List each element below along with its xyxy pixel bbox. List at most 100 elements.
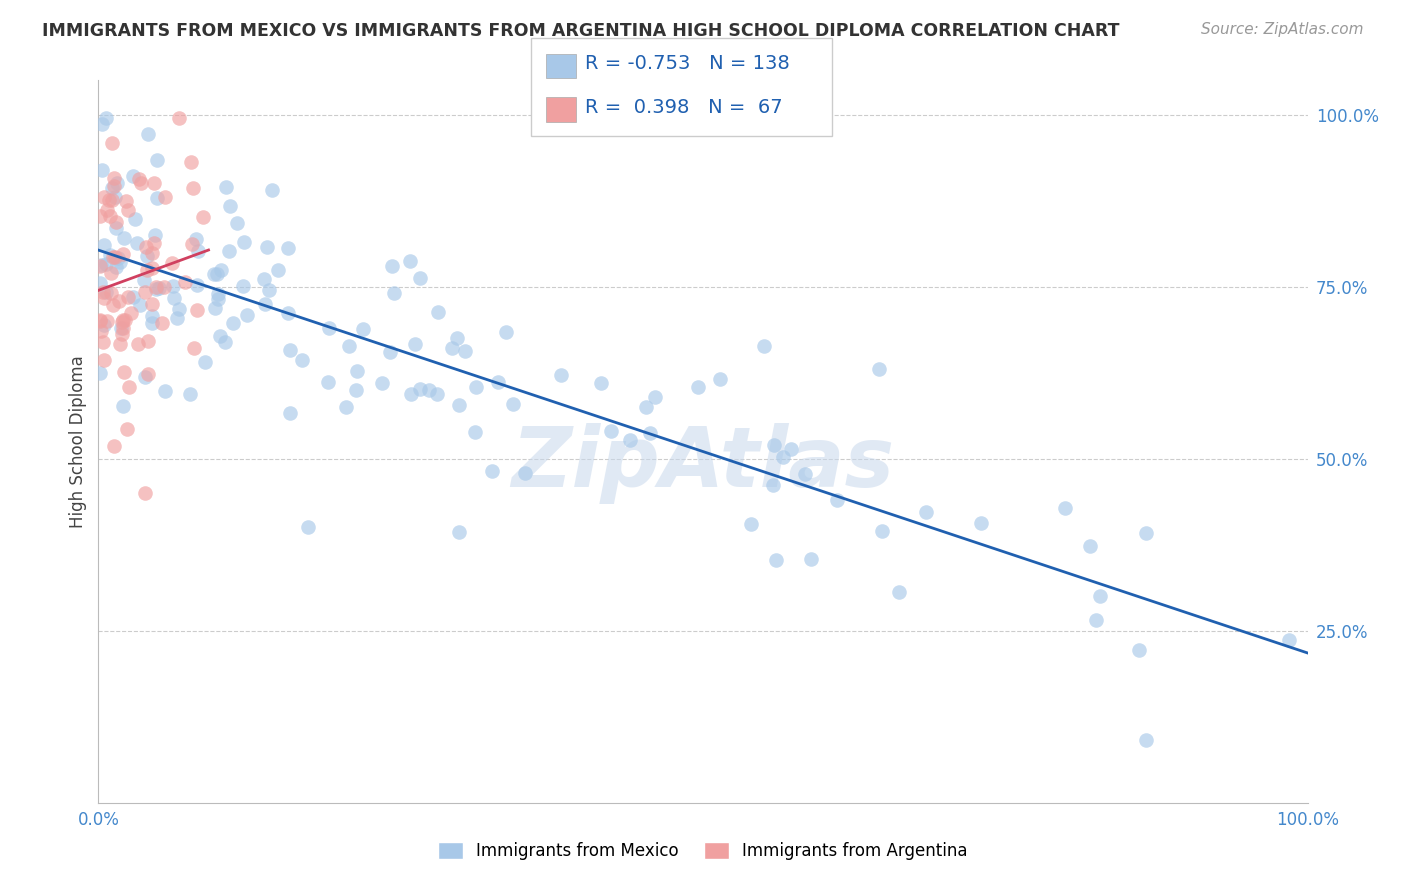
Point bbox=[337, 339, 360, 353]
Point bbox=[90, 324, 112, 338]
Point bbox=[153, 189, 176, 203]
Point bbox=[634, 400, 657, 414]
Point bbox=[94, 257, 117, 271]
Point bbox=[378, 345, 401, 359]
Point bbox=[209, 263, 232, 277]
Point bbox=[108, 294, 131, 309]
Point bbox=[141, 316, 163, 330]
Point bbox=[93, 189, 115, 203]
Point bbox=[132, 273, 155, 287]
Point bbox=[100, 286, 122, 301]
Point bbox=[143, 227, 166, 242]
Point bbox=[233, 235, 256, 250]
Point bbox=[90, 117, 112, 131]
Point bbox=[98, 210, 121, 224]
Point bbox=[1080, 540, 1102, 554]
Point bbox=[105, 215, 128, 229]
Point bbox=[89, 209, 111, 223]
Point bbox=[277, 306, 299, 320]
Point bbox=[204, 267, 226, 281]
Point bbox=[454, 343, 477, 358]
Point bbox=[225, 216, 247, 230]
Point bbox=[141, 260, 163, 275]
Point bbox=[780, 442, 803, 456]
Point bbox=[145, 283, 167, 297]
Point bbox=[112, 247, 135, 261]
Point bbox=[111, 315, 134, 329]
Point bbox=[115, 194, 138, 209]
Point bbox=[418, 383, 440, 397]
Point bbox=[96, 314, 118, 328]
Point bbox=[1088, 589, 1111, 603]
Point bbox=[502, 397, 524, 411]
Point bbox=[103, 438, 125, 452]
Point bbox=[800, 552, 823, 566]
Point bbox=[752, 339, 775, 353]
Point bbox=[262, 183, 284, 197]
Point bbox=[121, 169, 143, 183]
Point bbox=[120, 305, 142, 319]
Point bbox=[150, 316, 173, 330]
Point bbox=[591, 376, 613, 390]
Point bbox=[550, 368, 572, 383]
Point bbox=[186, 302, 208, 317]
Point bbox=[1135, 526, 1157, 541]
Point bbox=[89, 259, 111, 273]
Point bbox=[970, 516, 993, 530]
Point bbox=[599, 424, 621, 438]
Point bbox=[104, 260, 127, 274]
Point bbox=[481, 464, 503, 478]
Point bbox=[101, 251, 124, 265]
Point bbox=[278, 406, 301, 420]
Point bbox=[115, 422, 138, 436]
Point bbox=[644, 390, 666, 404]
Point bbox=[169, 302, 191, 317]
Point bbox=[207, 286, 229, 301]
Point bbox=[352, 322, 374, 336]
Point bbox=[112, 313, 135, 327]
Point bbox=[112, 365, 135, 379]
Point bbox=[93, 352, 115, 367]
Point bbox=[135, 240, 157, 254]
Point bbox=[426, 304, 449, 318]
Point bbox=[141, 309, 163, 323]
Point bbox=[89, 313, 111, 327]
Point bbox=[205, 268, 228, 282]
Point bbox=[266, 263, 288, 277]
Point bbox=[103, 178, 125, 193]
Point bbox=[98, 248, 121, 262]
Point bbox=[89, 314, 111, 328]
Point bbox=[344, 383, 367, 397]
Point bbox=[136, 262, 159, 277]
Point bbox=[141, 245, 163, 260]
Point bbox=[100, 266, 122, 280]
Point bbox=[110, 321, 132, 335]
Point bbox=[209, 329, 232, 343]
Point bbox=[186, 232, 208, 246]
Point bbox=[1054, 500, 1077, 515]
Point bbox=[148, 281, 170, 295]
Point bbox=[134, 370, 156, 384]
Point bbox=[409, 271, 432, 285]
Point bbox=[253, 271, 276, 285]
Point bbox=[105, 176, 128, 190]
Point bbox=[688, 380, 710, 394]
Point bbox=[127, 337, 149, 351]
Point bbox=[89, 366, 111, 380]
Point bbox=[117, 202, 139, 217]
Point bbox=[370, 376, 392, 390]
Point bbox=[254, 296, 277, 310]
Point bbox=[187, 244, 209, 259]
Point bbox=[136, 249, 159, 263]
Point bbox=[186, 277, 208, 292]
Point bbox=[112, 231, 135, 245]
Point bbox=[93, 238, 115, 252]
Point bbox=[143, 176, 166, 190]
Point bbox=[179, 386, 201, 401]
Text: R =  0.398   N =  67: R = 0.398 N = 67 bbox=[585, 97, 783, 117]
Point bbox=[125, 235, 148, 250]
Text: Source: ZipAtlas.com: Source: ZipAtlas.com bbox=[1201, 22, 1364, 37]
Point bbox=[868, 362, 890, 376]
Point bbox=[194, 354, 217, 368]
Point bbox=[404, 337, 426, 351]
